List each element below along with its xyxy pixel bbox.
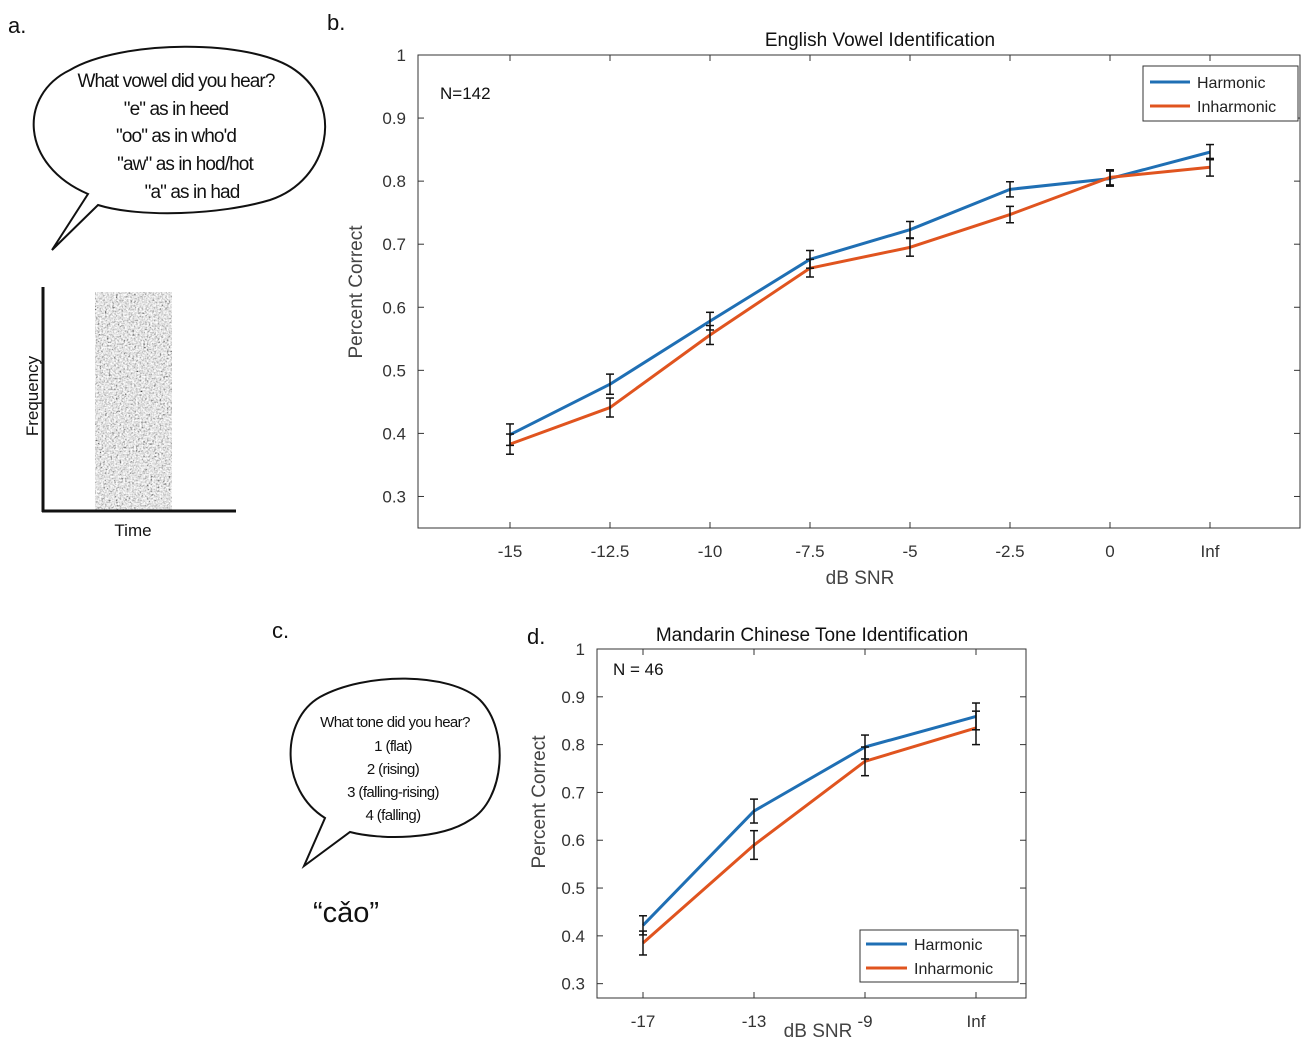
chart-b-legend: Harmonic Inharmonic — [1142, 65, 1299, 122]
y-tick-label: 0.7 — [561, 783, 585, 802]
chart-d-title: Mandarin Chinese Tone Identification — [656, 625, 968, 646]
bubble-a-line: "e" as in heed — [124, 99, 229, 120]
spectrogram-xlabel: Time — [114, 521, 151, 540]
error-bar — [639, 930, 647, 956]
x-tick-label: -7.5 — [795, 542, 824, 561]
chart-b-annotation: N=142 — [440, 84, 491, 103]
x-tick-label: -2.5 — [995, 542, 1024, 561]
chart-b-frame — [417, 54, 1301, 529]
y-tick-label: 0.9 — [382, 109, 406, 128]
panel-b-label: b. — [327, 10, 345, 35]
x-tick-label: 0 — [1105, 542, 1114, 561]
panel-c: c. What tone did you hear? 1 (flat) 2 (r… — [272, 618, 501, 929]
speech-bubble-a — [32, 45, 327, 251]
bubble-c-line: 3 (falling-rising) — [347, 784, 439, 801]
bubble-c-line: What tone did you hear? — [320, 714, 470, 731]
y-tick-label: 0.3 — [561, 975, 585, 994]
legend-label-inharmonic: Inharmonic — [914, 961, 993, 978]
series-line-inharmonic — [509, 165, 1211, 446]
chart-d-legend: Harmonic Inharmonic — [859, 929, 1019, 983]
bubble-c-line: 1 (flat) — [374, 738, 412, 755]
y-tick-label: 0.5 — [382, 361, 406, 380]
chart-b-xticks: -15 -12.5 -10 -7.5 -5 -2.5 0 Inf — [498, 55, 1220, 561]
panel-d-label: d. — [527, 624, 545, 649]
bubble-a-line: "oo" as in who'd — [116, 126, 236, 147]
chart-b-xlabel: dB SNR — [826, 568, 895, 589]
y-tick-label: 0.3 — [382, 487, 406, 506]
spectrogram-noise — [95, 292, 172, 510]
bubble-a-line: "aw" as in hod/hot — [117, 154, 254, 175]
bubble-c-line: 4 (falling) — [365, 807, 421, 824]
x-tick-label: -15 — [498, 542, 523, 561]
error-bar — [506, 433, 514, 455]
panel-a-label: a. — [8, 13, 26, 38]
chart-b-yticks: 0.3 0.4 0.5 0.6 0.7 0.8 0.9 1 — [382, 46, 1300, 506]
panel-c-label: c. — [272, 618, 289, 643]
chart-b: b. English Vowel Identification 0.30.40.… — [327, 10, 1301, 589]
panel-a: a. What vowel did you hear? "e" as in he… — [8, 13, 327, 540]
series-line-inharmonic — [642, 726, 977, 945]
chart-b-series — [506, 143, 1214, 455]
error-bar — [1206, 157, 1214, 177]
chart-d-xticks: -17 -13 -9 Inf — [631, 649, 986, 1031]
legend-label-harmonic: Harmonic — [914, 937, 982, 954]
y-tick-label: 0.4 — [561, 927, 585, 946]
x-tick-label: -10 — [698, 542, 723, 561]
y-tick-label: 0.5 — [561, 879, 585, 898]
chart-b-ylabel: Percent Correct — [346, 225, 367, 359]
error-bar — [806, 258, 814, 278]
y-tick-label: 0.8 — [561, 736, 585, 755]
x-tick-label: Inf — [1201, 542, 1220, 561]
x-tick-label: -12.5 — [591, 542, 630, 561]
speech-bubble-c — [289, 677, 501, 870]
chart-d-xlabel: dB SNR — [784, 1021, 853, 1042]
chart-d-ylabel: Percent Correct — [529, 735, 550, 869]
bubble-a-line: "a" as in had — [145, 182, 240, 203]
y-tick-label: 0.9 — [561, 688, 585, 707]
y-tick-label: 0.8 — [382, 172, 406, 191]
y-tick-label: 0.6 — [382, 298, 406, 317]
tone-word: “cǎo” — [313, 897, 379, 929]
y-tick-label: 1 — [397, 46, 406, 65]
error-bar — [750, 798, 758, 824]
legend-label-inharmonic: Inharmonic — [1197, 99, 1276, 116]
error-bar — [861, 746, 869, 777]
error-bar — [606, 397, 614, 418]
error-bar — [1006, 181, 1014, 198]
series-line-harmonic — [509, 150, 1211, 437]
error-bar — [906, 237, 914, 257]
bubble-a-line: What vowel did you hear? — [77, 71, 274, 92]
chart-d-series — [639, 702, 980, 956]
error-bar — [1006, 205, 1014, 224]
x-tick-label: -17 — [631, 1012, 656, 1031]
error-bar — [706, 324, 714, 346]
legend-label-harmonic: Harmonic — [1197, 75, 1265, 92]
x-tick-label: -9 — [857, 1012, 872, 1031]
chart-d: d. Mandarin Chinese Tone Identification … — [527, 624, 1027, 1042]
chart-d-frame — [596, 648, 1027, 999]
error-bar — [606, 373, 614, 396]
bubble-c-line: 2 (rising) — [367, 761, 420, 778]
error-bar — [750, 829, 758, 861]
y-tick-label: 0.6 — [561, 831, 585, 850]
spectrogram-ylabel: Frequency — [23, 355, 42, 436]
x-tick-label: -13 — [742, 1012, 767, 1031]
x-tick-label: -5 — [902, 542, 917, 561]
y-tick-label: 0.4 — [382, 424, 406, 443]
error-bar — [1106, 169, 1114, 186]
x-tick-label: Inf — [967, 1012, 986, 1031]
series-line-harmonic — [641, 714, 977, 927]
y-tick-label: 1 — [576, 640, 585, 659]
error-bar — [972, 710, 980, 746]
chart-b-title: English Vowel Identification — [765, 30, 995, 51]
y-tick-label: 0.7 — [382, 235, 406, 254]
chart-d-annotation: N = 46 — [613, 660, 664, 679]
chart-d-yticks: 0.3 0.4 0.5 0.6 0.7 0.8 0.9 1 — [561, 640, 1026, 994]
